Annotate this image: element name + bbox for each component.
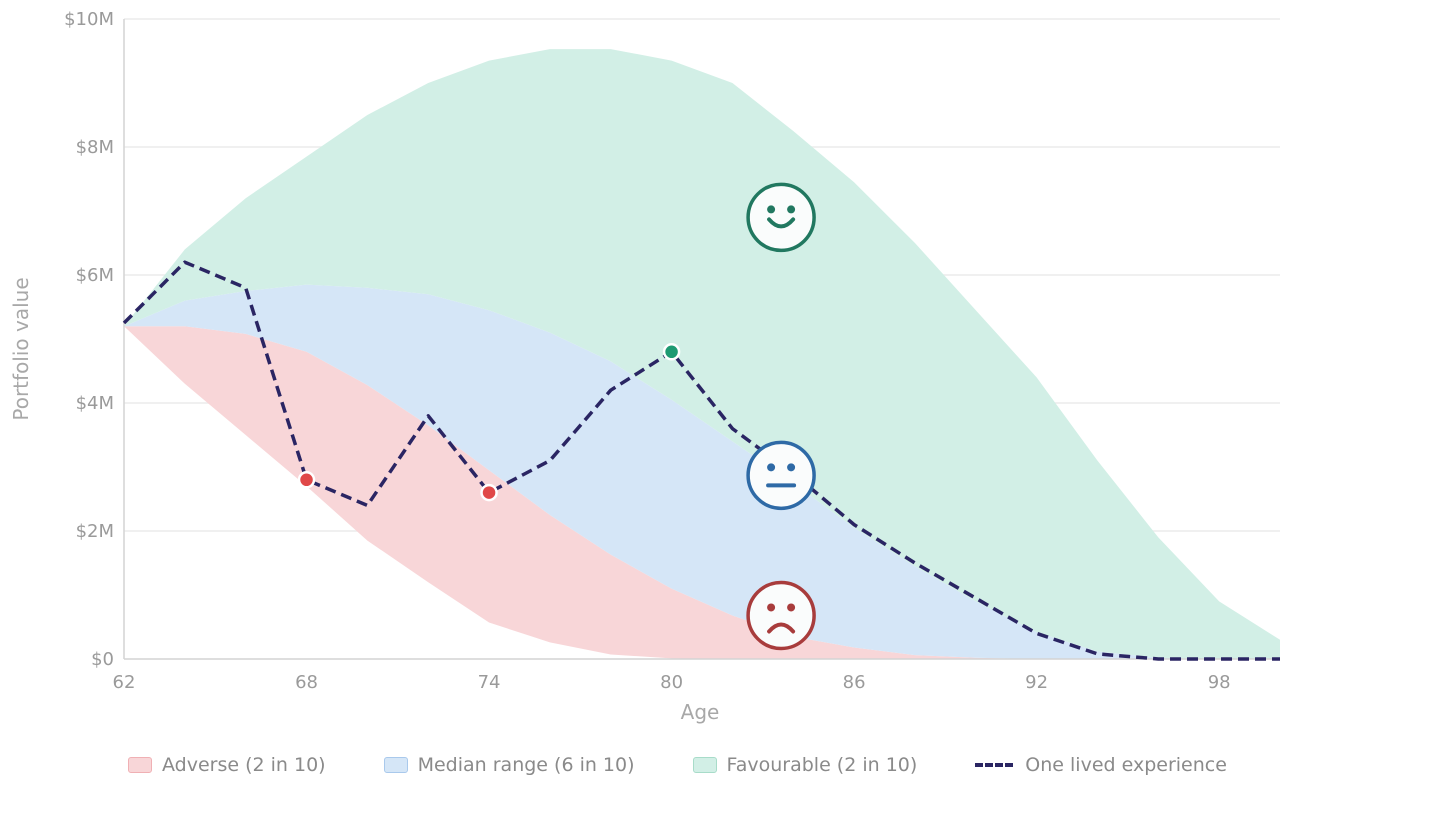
face-eye	[787, 205, 796, 214]
x-tick-label: 80	[660, 672, 683, 693]
legend-item-favourable: Favourable (2 in 10)	[692, 754, 918, 776]
y-tick-label: $8M	[76, 137, 114, 158]
x-tick-label: 68	[295, 672, 318, 693]
legend-label-median: Median range (6 in 10)	[417, 754, 635, 776]
x-tick-label: 92	[1025, 672, 1048, 693]
mood-icons	[746, 182, 816, 651]
y-axis-title: Portfolio value	[9, 277, 33, 420]
highlight-point	[480, 483, 498, 502]
lived-experience-line	[122, 260, 1280, 661]
face-eye	[787, 603, 796, 612]
adverse-swatch	[128, 757, 152, 773]
legend-item-lived-experience: One lived experience	[975, 754, 1227, 776]
outcome-bands	[124, 49, 1280, 659]
x-tick-label: 98	[1208, 672, 1231, 693]
highlight-point	[297, 471, 316, 489]
face-eye	[767, 463, 776, 472]
face-eye	[767, 205, 776, 214]
tick-labels: $0 $2M $4M $6M $8M $10M 62 68 74 80 86 92 98	[64, 9, 1231, 693]
x-axis-title: Age	[681, 700, 720, 724]
face-eye	[787, 463, 796, 472]
x-tick-label: 86	[843, 672, 866, 693]
y-tick-label: $2M	[76, 521, 114, 542]
face-outline	[746, 440, 816, 511]
y-tick-label: $4M	[76, 393, 114, 414]
face-outline	[746, 580, 816, 651]
lived-experience-series	[122, 260, 1280, 661]
y-tick-label: $10M	[64, 9, 114, 30]
legend-item-adverse: Adverse (2 in 10)	[128, 754, 326, 776]
face-eye	[767, 603, 776, 612]
legend-label-favourable: Favourable (2 in 10)	[726, 754, 918, 776]
legend-label-lived-experience: One lived experience	[1025, 754, 1227, 776]
y-tick-label: $6M	[76, 265, 114, 286]
face-outline	[746, 182, 816, 253]
x-tick-label: 62	[113, 672, 136, 693]
legend-label-adverse: Adverse (2 in 10)	[162, 754, 326, 776]
adverse-band	[124, 326, 1280, 659]
face-mouth	[767, 622, 796, 634]
legend: Adverse (2 in 10) Median range (6 in 10)…	[128, 751, 1227, 779]
neutral-face-icon	[746, 440, 816, 511]
face-mouth	[767, 217, 796, 229]
happy-face-icon	[746, 182, 816, 253]
median-band	[124, 284, 1280, 659]
highlight-points	[297, 343, 681, 502]
favourable-band	[124, 49, 1280, 659]
highlight-point	[662, 343, 681, 361]
axes	[123, 19, 1280, 660]
dashed-line-swatch	[975, 763, 1014, 767]
median-swatch	[383, 757, 408, 773]
x-tick-label: 74	[478, 672, 501, 693]
y-tick-label: $0	[91, 649, 114, 670]
sad-face-icon	[746, 580, 816, 651]
legend-item-median: Median range (6 in 10)	[383, 754, 635, 776]
favourable-swatch	[692, 757, 717, 773]
